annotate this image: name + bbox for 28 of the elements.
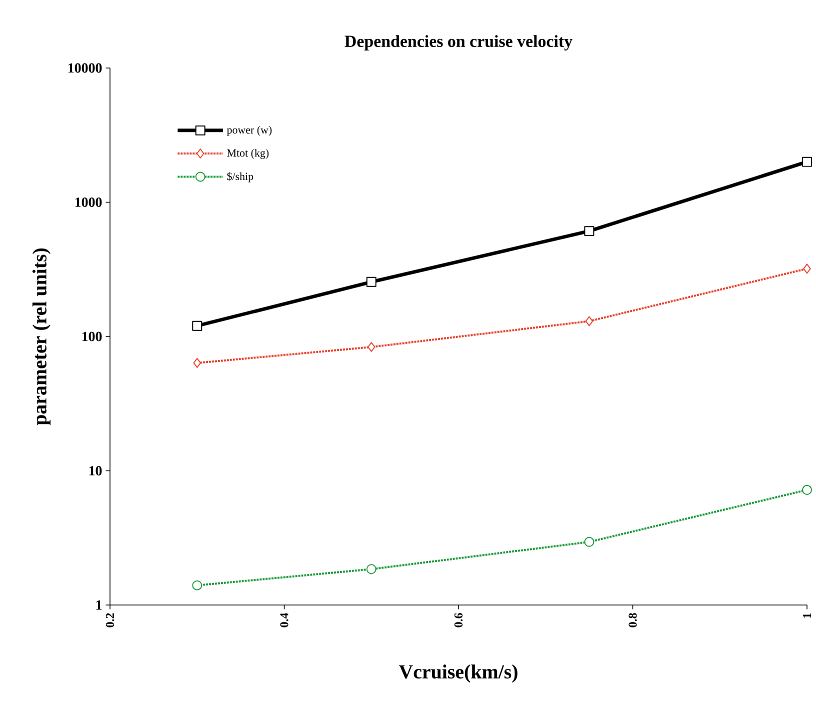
point — [802, 484, 812, 495]
y-tick-label: 1000 — [75, 198, 102, 207]
legend-label: power (w) — [226, 126, 272, 136]
y-tick-label: 100 — [82, 332, 102, 342]
legend-label: Mtot (kg) — [227, 148, 269, 159]
point — [192, 580, 202, 590]
point — [192, 320, 202, 331]
point — [802, 156, 812, 167]
point — [585, 316, 594, 326]
x-tick-label: 0.6 — [454, 613, 463, 628]
legend-label: $/ship — [227, 172, 254, 182]
x-tick-label: 0.2 — [106, 613, 114, 628]
x-axis-title: Vcruise(km/s) — [398, 664, 518, 683]
point — [366, 276, 376, 287]
y-tick-label: 1 — [96, 600, 102, 610]
point — [584, 226, 594, 236]
point — [193, 358, 201, 368]
point — [368, 342, 376, 352]
y-axis-title: parameter (rel units) — [32, 248, 51, 426]
y-tick-label: 10 — [89, 466, 102, 476]
x-tick-label: 0.8 — [628, 613, 637, 628]
point — [366, 564, 376, 574]
chart-title: Dependencies on cruise velocity — [344, 35, 572, 50]
y-tick-label: 10000 — [68, 63, 102, 73]
x-tick-label: 1 — [803, 613, 811, 618]
point — [584, 536, 594, 547]
x-tick-label: 0.4 — [280, 612, 288, 628]
point — [803, 264, 811, 274]
